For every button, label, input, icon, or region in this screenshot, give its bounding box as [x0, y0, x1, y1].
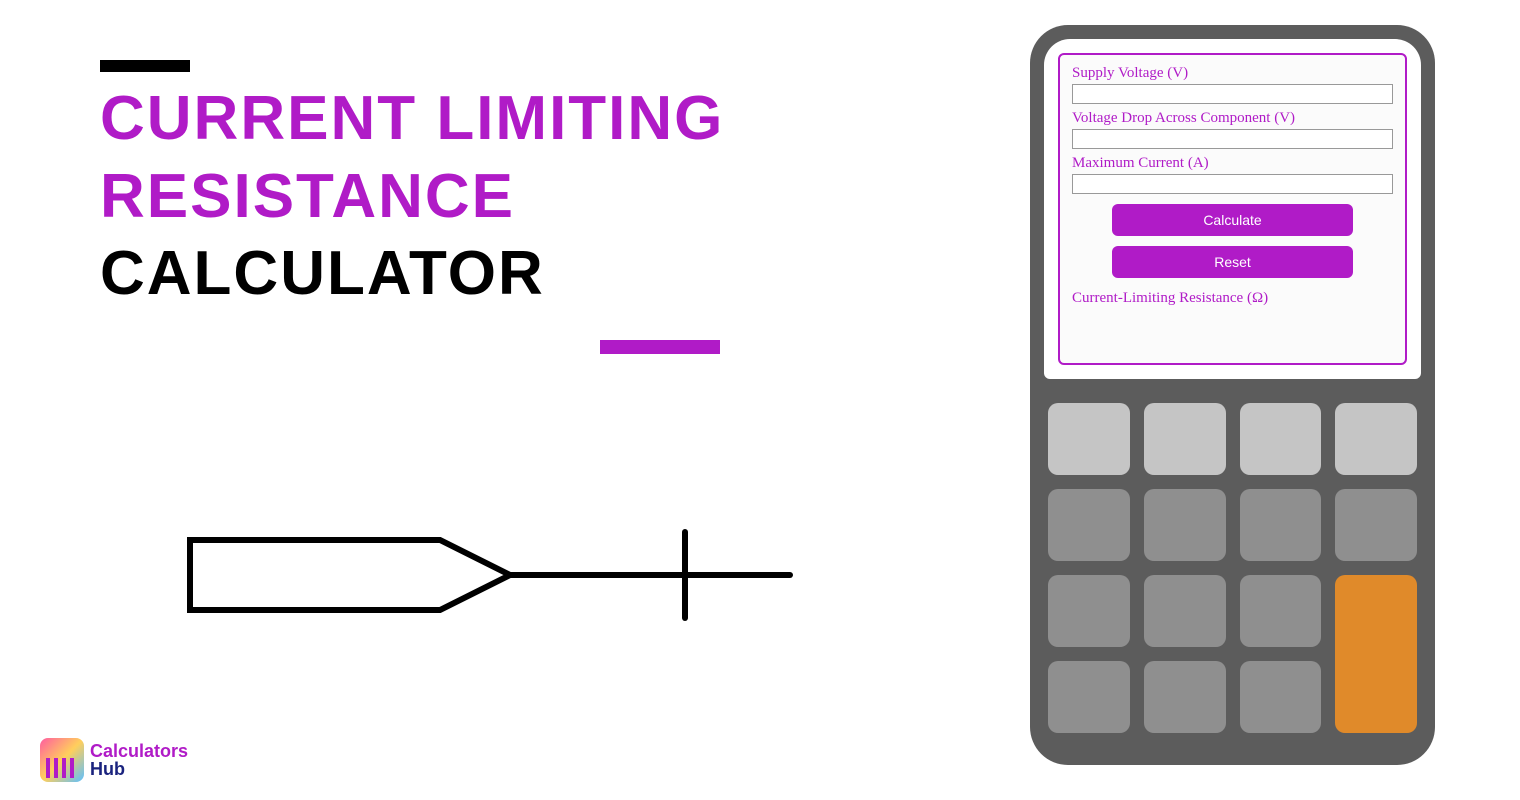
keypad-key[interactable] — [1144, 403, 1226, 475]
logo-text: Calculators Hub — [90, 742, 188, 778]
brand-logo: Calculators Hub — [40, 738, 188, 782]
keypad-key[interactable] — [1048, 661, 1130, 733]
logo-icon — [40, 738, 84, 782]
keypad-key[interactable] — [1240, 489, 1322, 561]
calculator-phone: Supply Voltage (V) Voltage Drop Across C… — [1030, 25, 1435, 765]
keypad-key[interactable] — [1144, 489, 1226, 561]
voltage-drop-input[interactable] — [1072, 129, 1393, 149]
title-line-3: CALCULATOR — [100, 235, 724, 313]
page-title: CURRENT LIMITING RESISTANCE CALCULATOR — [100, 60, 724, 313]
supply-voltage-input[interactable] — [1072, 84, 1393, 104]
keypad-key[interactable] — [1335, 489, 1417, 561]
keypad-key[interactable] — [1240, 403, 1322, 475]
keypad-key[interactable] — [1144, 661, 1226, 733]
calculator-form: Supply Voltage (V) Voltage Drop Across C… — [1058, 53, 1407, 365]
voltage-drop-label: Voltage Drop Across Component (V) — [1072, 110, 1393, 127]
title-accent-bar-bottom — [600, 340, 720, 354]
max-current-input[interactable] — [1072, 174, 1393, 194]
resistor-symbol — [180, 510, 800, 645]
calculator-keypad — [1044, 403, 1421, 733]
max-current-label: Maximum Current (A) — [1072, 155, 1393, 172]
supply-voltage-label: Supply Voltage (V) — [1072, 65, 1393, 82]
keypad-equals-key[interactable] — [1335, 575, 1417, 733]
reset-button[interactable]: Reset — [1112, 246, 1353, 278]
title-line-1: CURRENT LIMITING — [100, 80, 724, 158]
keypad-key[interactable] — [1335, 403, 1417, 475]
logo-text-calc: Calculators — [90, 741, 188, 761]
title-line-2: RESISTANCE — [100, 158, 724, 236]
logo-text-hub: Hub — [90, 759, 125, 779]
keypad-key[interactable] — [1240, 575, 1322, 647]
keypad-key[interactable] — [1048, 403, 1130, 475]
keypad-key[interactable] — [1144, 575, 1226, 647]
result-label: Current-Limiting Resistance (Ω) — [1072, 290, 1393, 307]
keypad-key[interactable] — [1048, 575, 1130, 647]
title-accent-bar-top — [100, 60, 190, 72]
keypad-key[interactable] — [1048, 489, 1130, 561]
calculate-button[interactable]: Calculate — [1112, 204, 1353, 236]
phone-screen: Supply Voltage (V) Voltage Drop Across C… — [1044, 39, 1421, 379]
keypad-key[interactable] — [1240, 661, 1322, 733]
